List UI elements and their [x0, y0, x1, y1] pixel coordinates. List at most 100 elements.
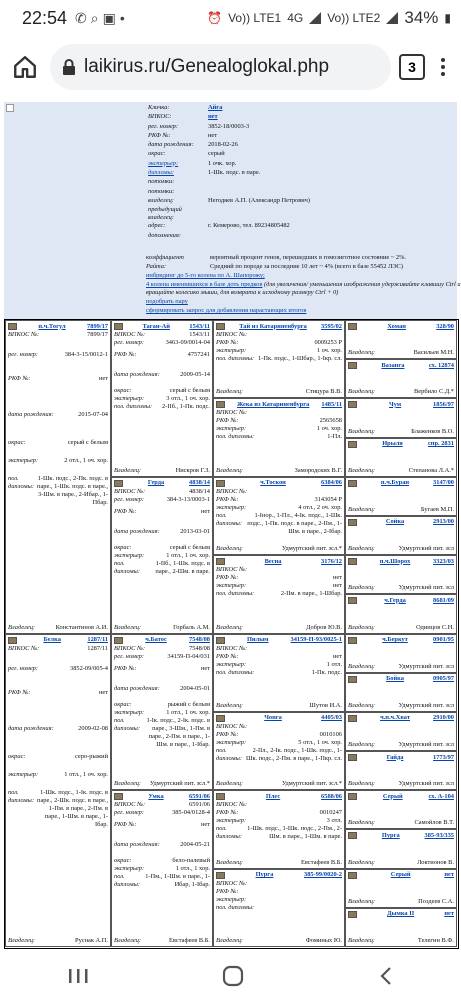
five-gen-link[interactable]: 4 колена именившихся в базе доть предков [146, 281, 263, 288]
info-key: рег. номер: [148, 122, 178, 130]
back-button[interactable] [377, 965, 395, 987]
dog-name-link[interactable]: Хоман [387, 322, 406, 330]
dog-name-link[interactable]: Умка [148, 792, 164, 800]
dog-thumbnail-icon [216, 479, 225, 487]
gen2-cell: Умка 6591/06 ВПКОС №: 6591/06 рег. номер: 385… [111, 790, 213, 947]
info-value[interactable]: Айга [208, 104, 223, 111]
dog-number-link[interactable]: 3595/02 [321, 322, 342, 330]
dog-number-link[interactable]: 8681/09 [433, 596, 454, 604]
dog-number-link[interactable]: 34159-П-93/0025-1 [290, 636, 342, 643]
dog-number-link[interactable]: 1543/11 [189, 322, 210, 330]
field-value: 1287/11 [87, 644, 108, 652]
find-pair-link[interactable]: подобрать пару [146, 298, 188, 305]
field-row: ВПКОС №: 4838/14 [114, 488, 210, 496]
dog-name-link[interactable]: п.ч.Шорох [379, 557, 411, 565]
owner-row: Владелец: Самойлов В.Т. [348, 819, 454, 827]
dog-number-link[interactable]: 1485/11 [321, 400, 342, 408]
recents-button[interactable] [67, 966, 89, 986]
dog-number-link[interactable]: 2913/00 [433, 518, 454, 526]
dog-number-link[interactable]: 1287/11 [87, 636, 108, 643]
dog-number-link[interactable]: 3147/00 [433, 479, 454, 487]
dog-number-link[interactable]: 1856/97 [433, 400, 454, 408]
dog-number-link[interactable]: сх. 12874 [428, 361, 454, 369]
request-link[interactable]: сформировать запрос для добавления нарас… [146, 307, 307, 314]
dog-name-link[interactable]: Таган-Ай [142, 322, 170, 330]
inbreeding-link[interactable]: инбридинг до 5-го колена по А. Шапорожу; [146, 272, 265, 279]
dog-number-link[interactable]: 7548/08 [189, 636, 210, 643]
dog-number-link[interactable]: сх. А-104 [428, 792, 454, 800]
dog-name-link[interactable]: Дымка II [387, 910, 415, 918]
dog-number-link[interactable]: 3323/03 [433, 557, 454, 565]
dog-name-link[interactable]: Чонга [264, 714, 282, 722]
dog-number-link[interactable]: 4405/03 [321, 714, 342, 722]
dog-number-link[interactable]: спр. 2831 [427, 440, 454, 448]
dog-number-link[interactable]: 6591/06 [189, 792, 210, 800]
dog-name-link[interactable]: ч.Батос [145, 636, 167, 643]
owner-value: Константинов А.И. [55, 623, 108, 631]
dog-number-link[interactable]: 3176/12 [321, 557, 342, 565]
dog-name-link[interactable]: Ирыля [382, 440, 403, 448]
owner-label: Владелец: [348, 937, 376, 944]
dog-name-link[interactable]: Весна [264, 557, 282, 565]
gen3-cell: Пурга 385-99/0020-2 ВПКОС №: РКФ №: экстерье… [213, 868, 345, 947]
dog-name-link[interactable]: Жека из Катариненбурга [237, 400, 310, 408]
dog-name-link[interactable]: Серый [390, 871, 411, 879]
dog-number-link[interactable]: 0905/97 [433, 675, 454, 683]
dog-header: Весна 3176/12 [216, 557, 342, 566]
dog-number-link[interactable]: 4838/14 [189, 479, 210, 487]
dog-name-link[interactable]: Чум [388, 400, 402, 408]
dog-name-link[interactable]: Пурга [255, 871, 274, 879]
dog-thumbnail-icon [216, 714, 225, 722]
owner-value: Удмуртский пит. зсл.* [149, 780, 210, 788]
dog-number-link[interactable]: 1773/97 [433, 753, 454, 761]
field-value: 2004-05-21 [180, 841, 210, 849]
dog-number-link[interactable]: нет [444, 871, 454, 879]
dog-name-link[interactable]: Бойка [386, 675, 404, 683]
dog-name-link[interactable]: Серый [382, 792, 403, 800]
dog-number-link[interactable]: 6588/06 [321, 792, 342, 800]
dog-number-link[interactable]: 7899/17 [87, 322, 108, 330]
dog-name-link[interactable]: Гайда [386, 753, 404, 761]
home-nav-button[interactable] [222, 965, 244, 987]
dog-number-link[interactable]: 0901/95 [433, 636, 454, 643]
dog-thumbnail-icon [348, 636, 357, 644]
dog-number-link[interactable]: нет [444, 910, 454, 918]
dog-name-link[interactable]: Пурга [381, 831, 400, 839]
coef-value: вероятный процент генов, перешедших в го… [210, 254, 406, 261]
dog-name-link[interactable]: Герда [147, 479, 165, 487]
info-value[interactable]: нет [208, 113, 218, 121]
dog-name-link[interactable]: ч.Герда [384, 596, 406, 604]
info-key[interactable]: экстерьер: [148, 159, 179, 167]
tab-switcher-button[interactable]: 3 [399, 54, 425, 80]
field-label: дата рождения: [114, 527, 160, 535]
dog-name-link[interactable]: ч.п.ч.Хват [380, 714, 410, 722]
dog-name-link[interactable]: Плес [265, 792, 281, 800]
dog-number-link[interactable]: 2910/00 [433, 714, 454, 722]
dog-header: Герда 4838/14 [114, 479, 210, 488]
owner-value: Степанова Л.А.* [408, 466, 454, 474]
field-label: ВПКОС №: [114, 801, 146, 809]
dog-number-link[interactable]: 328/90 [436, 322, 454, 330]
dog-name-link[interactable]: п.ч.Тогул [38, 322, 66, 330]
dog-name-link[interactable]: Сойка [385, 518, 405, 526]
dog-name-link[interactable]: Тай из Катариненбурга [239, 322, 307, 330]
info-key: потомки: [148, 187, 175, 195]
info-key: ВПКОС: [148, 113, 172, 121]
dog-name-link[interactable]: ч.Тоскон [260, 479, 286, 487]
dog-name-link[interactable]: ч.Беркут [382, 636, 408, 643]
dog-number-link[interactable]: 6384/06 [321, 479, 342, 487]
dog-name-link[interactable]: п.ч.Буран [380, 479, 410, 487]
dog-name-link[interactable]: Пилым [246, 636, 269, 643]
dog-number-link[interactable]: 385-93/335 [424, 831, 454, 839]
address-bar[interactable]: laikirus.ru/Genealoglokal.php [50, 44, 391, 90]
dog-number-link[interactable]: 385-99/0020-2 [304, 871, 342, 879]
field-row: ВПКОС №: 7548/08 [114, 645, 210, 653]
field-label: пол. дипломы: [8, 475, 34, 490]
home-button[interactable] [8, 50, 42, 84]
field-label: пол. дипломы: [114, 873, 140, 889]
info-key[interactable]: дипломы: [148, 169, 174, 177]
field-value: 1 оч. хор. [316, 425, 342, 433]
dog-name-link[interactable]: Белка [43, 636, 61, 643]
overflow-menu-button[interactable] [433, 58, 453, 76]
dog-name-link[interactable]: Вазанга [381, 361, 405, 369]
